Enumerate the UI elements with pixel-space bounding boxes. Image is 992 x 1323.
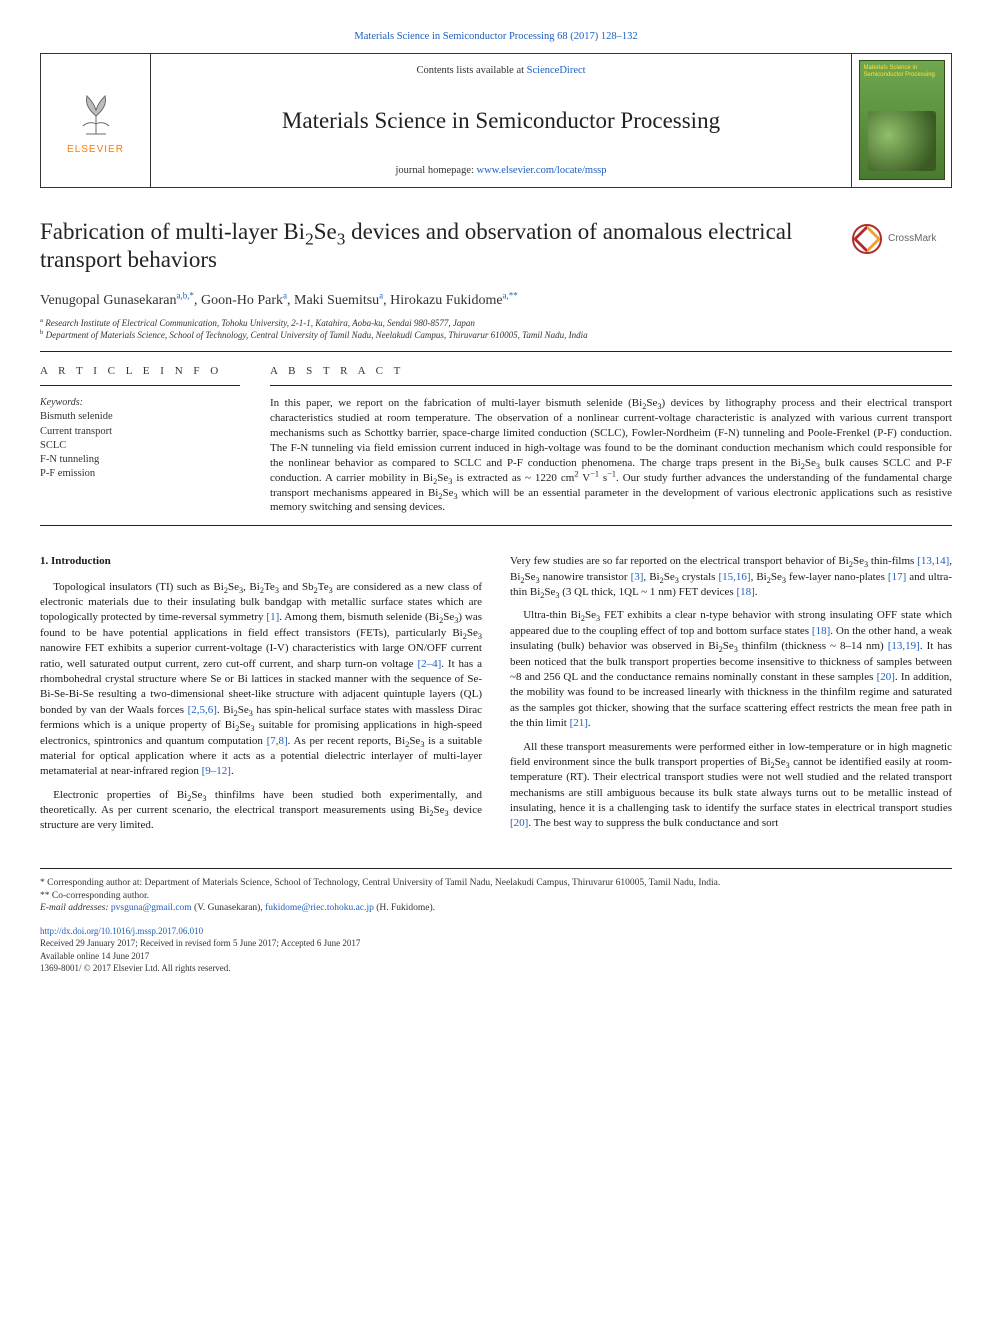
body-col-left: 1. Introduction Topological insulators (… [40, 554, 482, 842]
authors-line: Venugopal Gunasekarana,b,*, Goon-Ho Park… [40, 291, 952, 311]
list-item: Bismuth selenide [40, 410, 240, 424]
top-citation: Materials Science in Semiconductor Proce… [40, 30, 952, 45]
body-paragraph: Topological insulators (TI) such as Bi2S… [40, 580, 482, 780]
contents-prefix: Contents lists available at [416, 65, 526, 76]
doi-link[interactable]: http://dx.doi.org/10.1016/j.mssp.2017.06… [40, 926, 203, 936]
cover-thumb-title: Materials Science in Semiconductor Proce… [864, 65, 940, 78]
abstract-heading: A B S T R A C T [270, 364, 952, 379]
crossmark-label: CrossMark [888, 232, 936, 246]
cover-thumb-art [868, 111, 936, 171]
article-info-heading: A R T I C L E I N F O [40, 364, 240, 379]
email-who-2: (H. Fukidome). [374, 903, 435, 913]
body-col-left-paras: Topological insulators (TI) such as Bi2S… [40, 580, 482, 834]
footnotes: * Corresponding author at: Department of… [40, 877, 952, 915]
footer-separator [40, 868, 952, 869]
journal-cover-thumb: Materials Science in Semiconductor Proce… [859, 60, 945, 180]
journal-cover-cell: Materials Science in Semiconductor Proce… [851, 54, 951, 187]
body-paragraph: Ultra-thin Bi2Se3 FET exhibits a clear n… [510, 608, 952, 731]
footer-block: http://dx.doi.org/10.1016/j.mssp.2017.06… [40, 925, 952, 974]
body-columns: 1. Introduction Topological insulators (… [40, 554, 952, 842]
list-item: F-N tunneling [40, 453, 240, 467]
footer-issn: 1369-8001/ © 2017 Elsevier Ltd. All righ… [40, 962, 952, 974]
journal-header: ELSEVIER Contents lists available at Sci… [40, 53, 952, 188]
body-col-right-paras: Very few studies are so far reported on … [510, 554, 952, 832]
rule-below-abstract [40, 525, 952, 526]
body-col-right: Very few studies are so far reported on … [510, 554, 952, 842]
affiliation-b: b Department of Materials Science, Schoo… [40, 329, 952, 341]
email-link-1[interactable]: pvsguna@gmail.com [111, 903, 192, 913]
footnote-corr1: * Corresponding author at: Department of… [40, 877, 952, 890]
footnote-emails: E-mail addresses: pvsguna@gmail.com (V. … [40, 902, 952, 915]
publisher-logo-cell: ELSEVIER [41, 54, 151, 187]
abstract-col: A B S T R A C T In this paper, we report… [270, 364, 952, 515]
info-abstract-row: A R T I C L E I N F O Keywords: Bismuth … [40, 364, 952, 515]
keywords-list: Bismuth selenideCurrent transportSCLCF-N… [40, 410, 240, 481]
affiliation-a: a Research Institute of Electrical Commu… [40, 317, 952, 329]
footnote-corr2: ** Co-corresponding author. [40, 890, 952, 903]
rule-above-abstract [40, 351, 952, 352]
affiliations: a Research Institute of Electrical Commu… [40, 317, 952, 341]
top-citation-link[interactable]: Materials Science in Semiconductor Proce… [354, 31, 637, 42]
article-title: Fabrication of multi-layer Bi2Se3 device… [40, 218, 832, 276]
crossmark-icon [852, 224, 882, 254]
list-item: Current transport [40, 425, 240, 439]
email-who-1: (V. Gunasekaran), [192, 903, 265, 913]
section-heading-intro: 1. Introduction [40, 554, 482, 569]
article-info-underline [40, 385, 240, 386]
crossmark-widget[interactable]: CrossMark [852, 218, 952, 254]
homepage-prefix: journal homepage: [395, 165, 476, 176]
list-item: P-F emission [40, 467, 240, 481]
elsevier-tree-icon [68, 84, 123, 139]
keywords-label: Keywords: [40, 396, 240, 410]
footer-received: Received 29 January 2017; Received in re… [40, 937, 952, 949]
sciencedirect-link[interactable]: ScienceDirect [527, 65, 586, 76]
homepage-line: journal homepage: www.elsevier.com/locat… [395, 164, 606, 179]
body-paragraph: All these transport measurements were pe… [510, 740, 952, 832]
body-paragraph: Very few studies are so far reported on … [510, 554, 952, 600]
email-label: E-mail addresses: [40, 903, 111, 913]
article-info-col: A R T I C L E I N F O Keywords: Bismuth … [40, 364, 240, 515]
journal-name: Materials Science in Semiconductor Proce… [282, 105, 720, 137]
footer-available: Available online 14 June 2017 [40, 950, 952, 962]
abstract-underline [270, 385, 952, 386]
contents-line: Contents lists available at ScienceDirec… [416, 64, 585, 79]
journal-header-center: Contents lists available at ScienceDirec… [151, 54, 851, 187]
elsevier-wordmark: ELSEVIER [67, 143, 124, 157]
journal-homepage-link[interactable]: www.elsevier.com/locate/mssp [477, 165, 607, 176]
title-row: Fabrication of multi-layer Bi2Se3 device… [40, 218, 952, 286]
email-link-2[interactable]: fukidome@riec.tohoku.ac.jp [265, 903, 374, 913]
abstract-text: In this paper, we report on the fabricat… [270, 396, 952, 515]
body-paragraph: Electronic properties of Bi2Se3 thinfilm… [40, 788, 482, 834]
list-item: SCLC [40, 439, 240, 453]
